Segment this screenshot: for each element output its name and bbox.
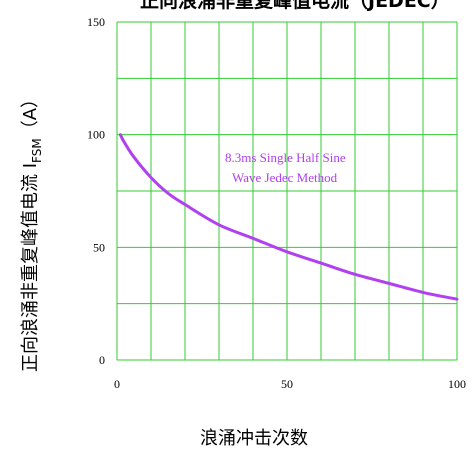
series <box>118 133 459 301</box>
grid <box>116 21 458 361</box>
y-tick-label: 0 <box>99 353 105 367</box>
y-tick-label: 150 <box>87 15 105 29</box>
x-axis-label: 浪涌冲击次数 <box>200 428 308 449</box>
y-tick-label: 100 <box>87 128 105 142</box>
chart-title: 正向浪涌非重复峰值电流（JEDEC） <box>140 0 450 12</box>
y-axis-label-unit: （A） <box>20 90 41 138</box>
x-tick-label: 50 <box>281 377 293 391</box>
x-tick-label: 0 <box>114 377 120 391</box>
series-line-0 <box>118 133 459 301</box>
y-axis-label-sub: FSM <box>30 138 44 163</box>
y-axis-label: 正向浪涌非重复峰值电流 IFSM（A） <box>20 90 44 372</box>
tick-labels: 0 50 100 150 0 50 100 <box>87 15 466 391</box>
y-tick-label: 50 <box>93 240 105 254</box>
x-tick-label: 100 <box>448 377 466 391</box>
y-axis-label-main: 正向浪涌非重复峰值电流 I <box>20 163 41 372</box>
annotation-line-1: 8.3ms Single Half Sine <box>225 150 346 165</box>
annotation-line-2: Wave Jedec Method <box>232 170 338 185</box>
